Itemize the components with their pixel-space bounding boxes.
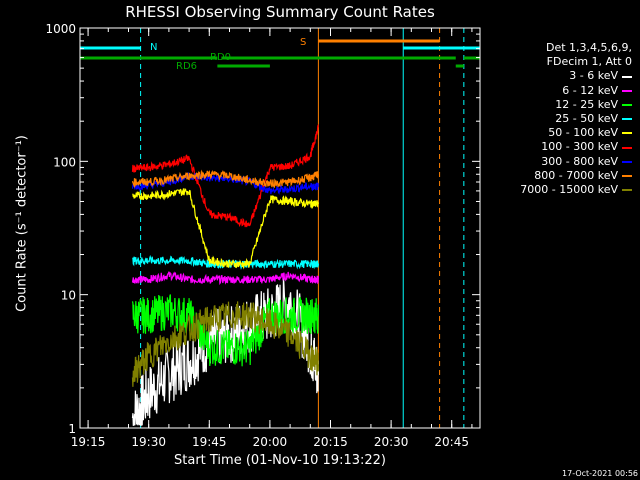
legend-label: 800 - 7000 keV — [534, 168, 618, 182]
legend-entry: 3 - 6 keV — [480, 69, 632, 83]
y-tick-label: 1 — [68, 422, 76, 436]
series-line — [131, 169, 319, 189]
legend-entry: 50 - 100 keV — [480, 126, 632, 140]
legend-entry: 25 - 50 keV — [480, 112, 632, 126]
series-line — [131, 294, 319, 367]
legend-label: 3 - 6 keV — [569, 69, 618, 83]
legend-label: 300 - 800 keV — [541, 154, 618, 168]
axes: 19:15 19:30 19:45 20:00 20:15 20:30 20:45 1 10 10… — [45, 22, 481, 449]
x-tick-label: 20:45 — [434, 435, 469, 449]
series-line — [132, 188, 319, 270]
y-tick-label: 10 — [61, 289, 76, 303]
legend-swatch — [622, 118, 632, 121]
footer-timestamp: 17-Oct-2021 00:56 — [562, 469, 638, 478]
status-bars: N RD0 RD6 S — [80, 37, 480, 72]
series-line — [131, 271, 319, 286]
legend-entry: 6 - 12 keV — [480, 84, 632, 98]
legend-swatch — [622, 160, 632, 163]
legend-swatch — [622, 132, 632, 135]
y-axis-label: Count Rate (s⁻¹ detector⁻¹) — [14, 135, 30, 312]
legend-label: 25 - 50 keV — [555, 112, 618, 126]
legend-entry: 100 - 300 keV — [480, 140, 632, 154]
legend-header-2: FDecim 1, Att 0 — [546, 55, 632, 69]
y-tick-label: 100 — [53, 155, 76, 169]
legend-swatch — [622, 89, 632, 92]
legend-header-1: Det 1,3,4,5,6,9, — [545, 41, 632, 54]
x-tick-label: 19:30 — [131, 435, 166, 449]
legend: Det 1,3,4,5,6,9, FDecim 1, Att 0 3 - 6 k… — [480, 41, 632, 197]
chart-title: RHESSI Observing Summary Count Rates — [125, 3, 435, 21]
x-tick-label: 20:15 — [313, 435, 348, 449]
x-tick-label: 20:30 — [374, 435, 409, 449]
legend-swatch — [622, 75, 632, 78]
series-line — [131, 172, 319, 195]
x-axis-label: Start Time (01-Nov-10 19:13:22) — [174, 453, 386, 468]
legend-swatch — [622, 189, 632, 192]
legend-entry: 7000 - 15000 keV — [480, 183, 632, 197]
legend-label: 100 - 300 keV — [541, 140, 618, 154]
x-tick-label: 20:00 — [253, 435, 288, 449]
legend-entry: 800 - 7000 keV — [480, 169, 632, 183]
legend-entry: 12 - 25 keV — [480, 98, 632, 112]
annotation-label: RD0 — [210, 52, 231, 63]
series-line — [131, 301, 319, 387]
legend-label: 7000 - 15000 keV — [520, 183, 618, 197]
annotation-label: RD6 — [176, 61, 197, 72]
x-tick-label: 19:45 — [192, 435, 227, 449]
legend-label: 12 - 25 keV — [555, 97, 618, 111]
legend-swatch — [622, 174, 632, 177]
x-tick-label: 19:15 — [71, 435, 106, 449]
plot-frame — [79, 27, 481, 429]
legend-swatch — [622, 103, 632, 106]
annotation-label: S — [300, 37, 306, 48]
legend-swatch — [622, 146, 632, 149]
legend-label: 50 - 100 keV — [548, 126, 618, 140]
y-tick-label: 1000 — [45, 22, 76, 36]
series-group — [131, 123, 319, 427]
legend-entry: 300 - 800 keV — [480, 155, 632, 169]
series-line — [131, 123, 319, 228]
legend-label: 6 - 12 keV — [562, 83, 618, 97]
annotation-label: N — [150, 42, 157, 53]
